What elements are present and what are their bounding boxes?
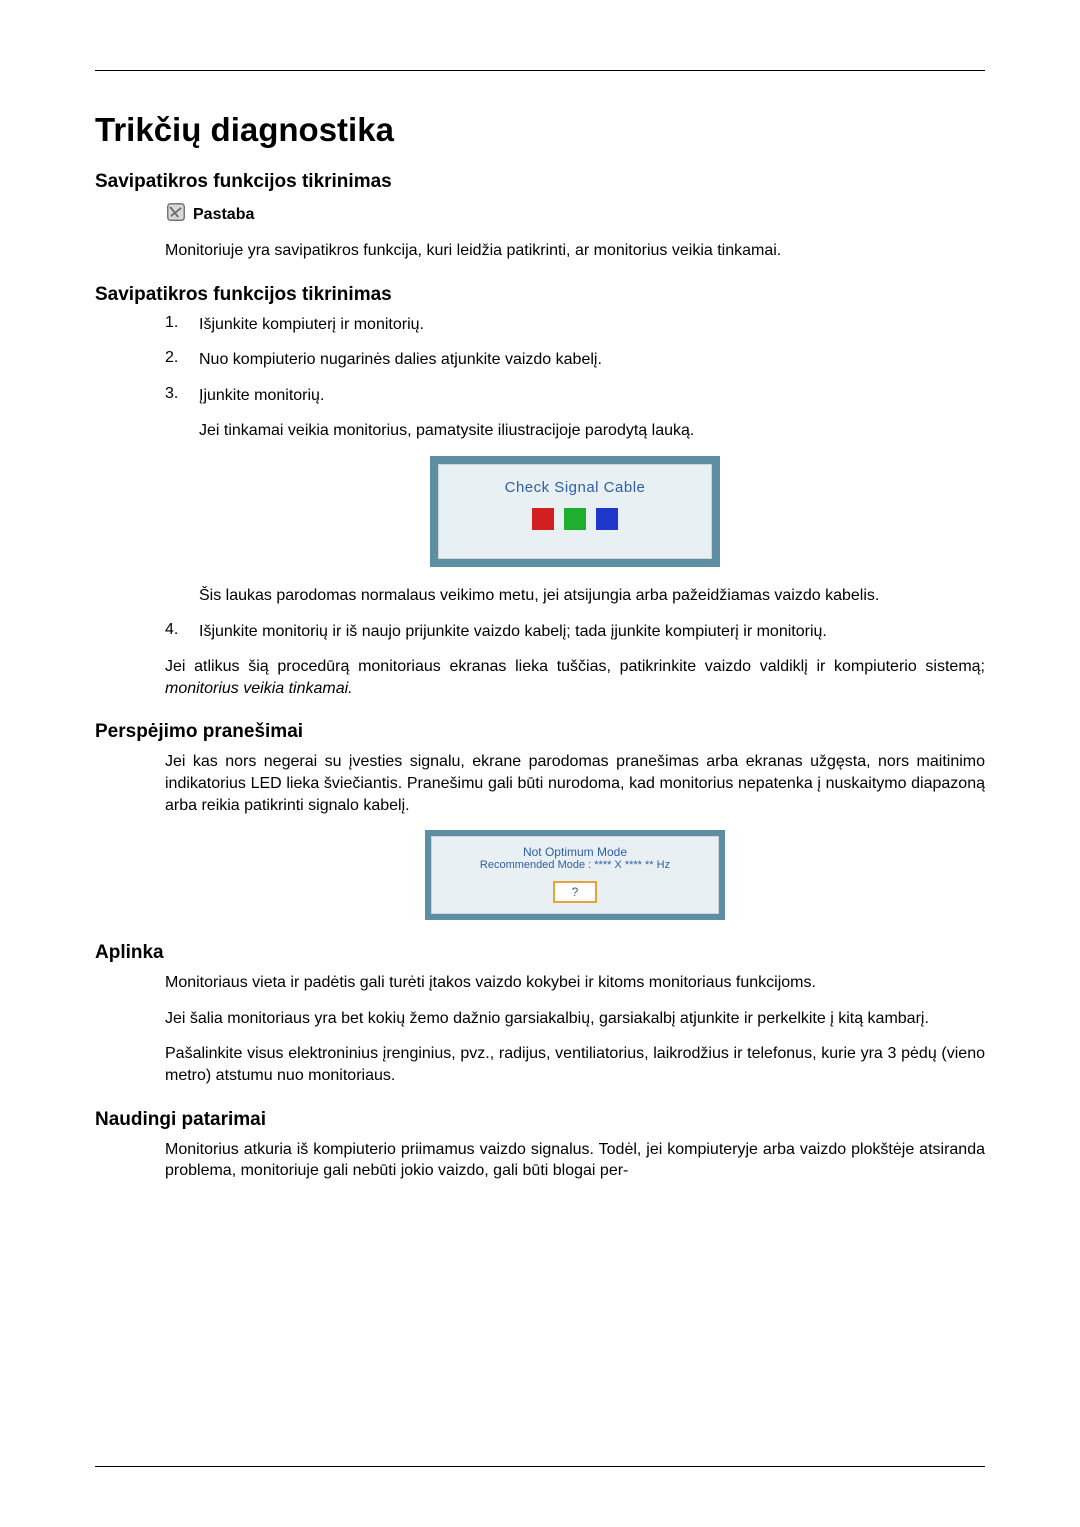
warnings-paragraph: Jei kas nors negerai su įvesties signalu… — [165, 751, 985, 816]
steps-list: 1. Išjunkite kompiuterį ir monitorių. 2.… — [165, 314, 985, 407]
color-square-blue — [596, 508, 618, 530]
section-heading-warnings: Perspėjimo pranešimai — [95, 721, 985, 743]
step-text: Išjunkite monitorių ir iš naujo prijunki… — [199, 621, 985, 643]
figure-2-line1: Not Optimum Mode — [438, 845, 712, 859]
env-p3: Pašalinkite visus elektroninius įrengini… — [165, 1043, 985, 1086]
section-body-warnings: Jei kas nors negerai su įvesties signalu… — [95, 751, 985, 920]
color-square-red — [532, 508, 554, 530]
note-icon — [165, 201, 187, 228]
rule-top — [95, 70, 985, 71]
step-number: 1. — [165, 314, 199, 336]
step-text: Išjunkite kompiuterį ir monitorių. — [199, 314, 985, 336]
page-title: Trikčių diagnostika — [95, 111, 985, 149]
step-number: 3. — [165, 385, 199, 407]
section-heading-selftest-steps: Savipatikros funkcijos tikrinimas — [95, 284, 985, 306]
section-heading-tips: Naudingi patarimai — [95, 1109, 985, 1131]
note-text: Monitoriuje yra savipatikros funkcija, k… — [165, 240, 985, 262]
steps-list-cont: 4. Išjunkite monitorių ir iš naujo priju… — [165, 621, 985, 643]
step-3-subtext-a: Jei tinkamai veikia monitorius, pamatysi… — [165, 420, 985, 442]
figure-1-panel: Check Signal Cable — [438, 464, 712, 559]
step-text: Įjunkite monitorių. — [199, 385, 985, 407]
note-label: Pastaba — [193, 206, 254, 224]
note-row: Pastaba — [165, 201, 985, 228]
step-1: 1. Išjunkite kompiuterį ir monitorių. — [165, 314, 985, 336]
step-number: 4. — [165, 621, 199, 643]
figure-1-color-squares — [447, 508, 703, 530]
env-p2: Jei šalia monitoriaus yra bet kokių žemo… — [165, 1008, 985, 1030]
page-content: Trikčių diagnostika Savipatikros funkcij… — [95, 111, 985, 1182]
step-text: Nuo kompiuterio nugarinės dalies atjunki… — [199, 349, 985, 371]
figure-2-panel: Not Optimum Mode Recommended Mode : ****… — [431, 836, 719, 914]
color-square-green — [564, 508, 586, 530]
section-heading-environment: Aplinka — [95, 942, 985, 964]
figure-2-button: ? — [553, 881, 597, 903]
figure-check-signal-cable: Check Signal Cable — [430, 456, 720, 567]
section-body-tips: Monitorius atkuria iš kompiuterio priima… — [95, 1139, 985, 1182]
figure-1-wrap: Check Signal Cable — [165, 456, 985, 567]
after-steps-paragraph: Jei atlikus šią procedūrą monitoriaus ek… — [165, 656, 985, 699]
tips-p1: Monitorius atkuria iš kompiuterio priima… — [165, 1139, 985, 1182]
figure-2-line2: Recommended Mode : **** X **** ** Hz — [438, 859, 712, 871]
step-2: 2. Nuo kompiuterio nugarinės dalies atju… — [165, 349, 985, 371]
rule-bottom — [95, 1466, 985, 1467]
section-body-selftest-steps: 1. Išjunkite kompiuterį ir monitorių. 2.… — [95, 314, 985, 700]
figure-1-title: Check Signal Cable — [447, 479, 703, 496]
section-body-selftest-intro: Pastaba Monitoriuje yra savipatikros fun… — [95, 201, 985, 262]
step-4: 4. Išjunkite monitorių ir iš naujo priju… — [165, 621, 985, 643]
section-body-environment: Monitoriaus vieta ir padėtis gali turėti… — [95, 972, 985, 1086]
step-3: 3. Įjunkite monitorių. — [165, 385, 985, 407]
figure-2-wrap: Not Optimum Mode Recommended Mode : ****… — [165, 830, 985, 920]
step-3-subtext-b: Šis laukas parodomas normalaus veikimo m… — [165, 585, 985, 607]
after-steps-text-a: Jei atlikus šią procedūrą monitoriaus ek… — [165, 658, 985, 675]
figure-not-optimum-mode: Not Optimum Mode Recommended Mode : ****… — [425, 830, 725, 920]
env-p1: Monitoriaus vieta ir padėtis gali turėti… — [165, 972, 985, 994]
step-number: 2. — [165, 349, 199, 371]
after-steps-text-b: monitorius veikia tinkamai. — [165, 680, 353, 697]
section-heading-selftest-intro: Savipatikros funkcijos tikrinimas — [95, 171, 985, 193]
